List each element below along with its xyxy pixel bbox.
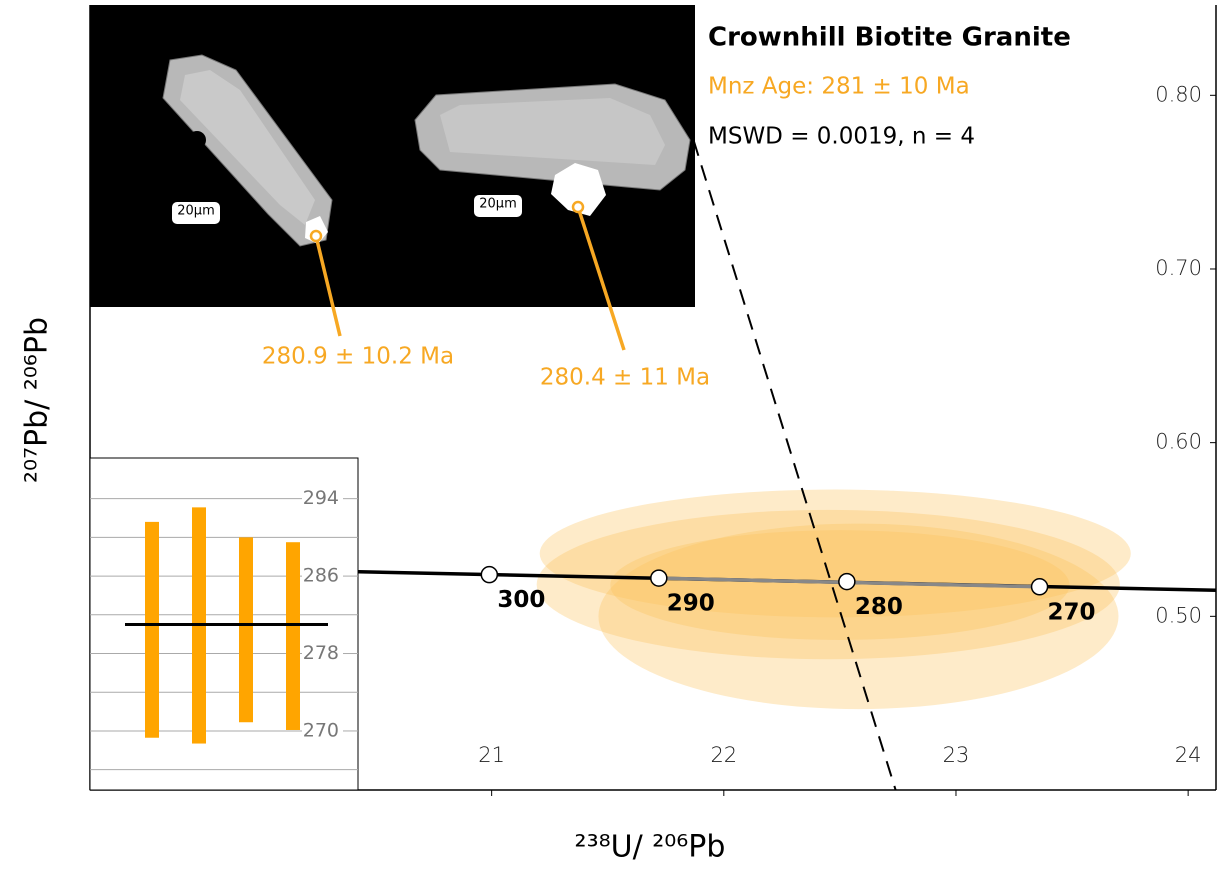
age-marker xyxy=(1032,579,1048,595)
y-tick-label: 278 xyxy=(303,642,339,664)
age-label: 290 xyxy=(667,591,715,617)
x-axis-label: ²³⁸U/ ²⁰⁶Pb xyxy=(575,830,726,865)
y-tick-label: 0.50 xyxy=(1155,603,1202,627)
x-tick-label: 22 xyxy=(710,743,737,767)
chart-subtitle: Mnz Age: 281 ± 10 Ma xyxy=(708,74,970,100)
age-marker xyxy=(481,567,497,583)
spot xyxy=(311,231,321,241)
age-label: 280 xyxy=(855,594,903,620)
spot xyxy=(573,202,583,212)
age-marker xyxy=(839,574,855,590)
y-tick-label: 0.70 xyxy=(1155,256,1202,280)
inclusion xyxy=(188,131,206,149)
chart-title: Crownhill Biotite Granite xyxy=(708,23,1071,53)
y-tick-label: 0.60 xyxy=(1155,430,1202,454)
x-tick-label: 21 xyxy=(478,743,505,767)
age-label: 300 xyxy=(497,587,545,613)
scale-label: 20µm xyxy=(479,197,516,212)
y-tick-label: 286 xyxy=(303,565,339,587)
age-marker xyxy=(651,570,667,586)
bse-image: 20µm 20µm xyxy=(90,5,695,307)
scale-label: 20µm xyxy=(177,204,214,219)
y-axis-label: ²⁰⁷Pb/ ²⁰⁶Pb xyxy=(20,317,55,483)
y-tick-label: 270 xyxy=(303,719,339,741)
age-label: 270 xyxy=(1048,599,1096,625)
spot-label: 280.4 ± 11 Ma xyxy=(540,365,710,391)
y-tick-label: 0.80 xyxy=(1155,82,1202,106)
weighted-mean-inset: 270 278 286 294 xyxy=(90,458,358,790)
age-bar xyxy=(239,537,253,722)
chart: 21 22 23 24 0.50 0.60 0.70 0.80 300 290 280 270 20µ… xyxy=(0,0,1228,877)
x-tick-label: 23 xyxy=(943,743,970,767)
age-bar xyxy=(145,522,159,738)
y-tick-label: 294 xyxy=(303,487,339,509)
annotation: MSWD = 0.0019, n = 4 xyxy=(708,124,975,150)
spot-label: 280.9 ± 10.2 Ma xyxy=(262,344,454,370)
age-bar xyxy=(286,542,300,730)
x-tick-label: 24 xyxy=(1175,743,1202,767)
